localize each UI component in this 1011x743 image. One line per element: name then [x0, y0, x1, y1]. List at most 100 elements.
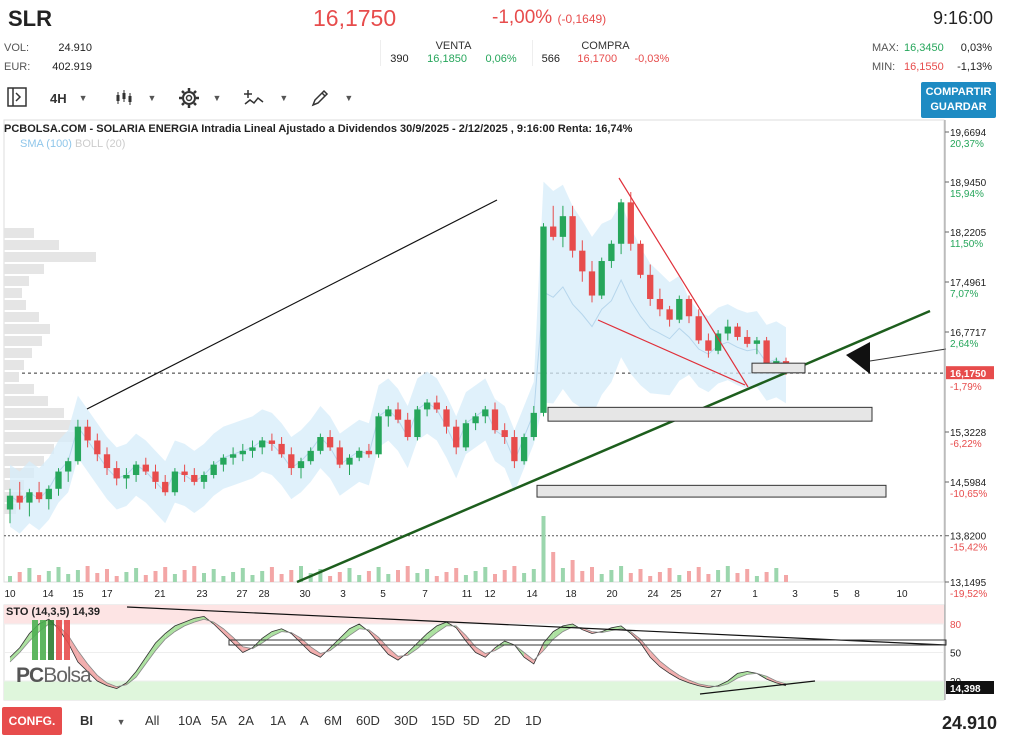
- euro-stat: EUR: 402.919: [4, 61, 92, 73]
- volume-bar: [366, 571, 371, 582]
- volume-bar: [483, 567, 488, 582]
- candle-body: [550, 226, 557, 237]
- candle: [443, 405, 450, 434]
- candle-body: [414, 409, 421, 438]
- chevron-down-icon: ▼: [116, 717, 126, 727]
- period-60d[interactable]: 60D: [356, 713, 380, 728]
- volume-bar: [473, 571, 478, 582]
- candle-body: [491, 409, 499, 431]
- candle-body: [307, 450, 314, 462]
- candle: [6, 488, 14, 524]
- bi-selector[interactable]: BI ▼: [80, 713, 126, 728]
- candle-body: [482, 409, 489, 417]
- logo-mark-bar: [56, 620, 62, 660]
- volume-bar: [114, 576, 119, 582]
- candle-body: [404, 419, 411, 438]
- candle: [462, 419, 470, 451]
- candle: [356, 447, 363, 462]
- volume-bar: [396, 570, 400, 582]
- candle-body: [162, 481, 169, 493]
- volume-bar: [163, 567, 168, 582]
- period-a[interactable]: A: [300, 713, 309, 728]
- volume-bar: [105, 569, 109, 582]
- volume-bar: [560, 568, 565, 582]
- period-30d[interactable]: 30D: [394, 713, 418, 728]
- candle: [65, 457, 72, 482]
- candle: [530, 405, 537, 441]
- period-all[interactable]: All: [145, 713, 160, 728]
- period-5a[interactable]: 5A: [211, 713, 227, 728]
- interval-selector[interactable]: 4H ▼: [50, 91, 88, 106]
- candle: [559, 205, 567, 248]
- period-5d[interactable]: 5D: [463, 713, 480, 728]
- candle: [734, 323, 741, 341]
- x-tick-label: 3: [340, 589, 346, 600]
- volume-bar: [269, 567, 274, 582]
- candle: [152, 464, 159, 489]
- period-1a[interactable]: 1A: [270, 713, 286, 728]
- chart-type-button[interactable]: ▼: [114, 89, 157, 107]
- y-tick-label: 15,3228: [950, 428, 987, 439]
- sto-fill: [107, 682, 117, 689]
- candle-body: [443, 409, 450, 427]
- drawing-tools-button[interactable]: ▼: [310, 88, 353, 108]
- candle: [472, 412, 479, 431]
- candle-body: [191, 474, 198, 482]
- boll-legend[interactable]: BOLL (20): [75, 138, 126, 150]
- sell-price: 16,1850: [427, 53, 467, 65]
- period-2d[interactable]: 2D: [494, 713, 511, 728]
- volume-bar: [250, 575, 255, 582]
- volume-bar: [299, 566, 303, 582]
- candle-body: [520, 437, 528, 462]
- sto-fill: [407, 643, 418, 656]
- volume-bar: [386, 574, 391, 582]
- buy-pct: -0,03%: [634, 53, 670, 65]
- last-price-label: 16,1750: [950, 369, 987, 380]
- volume-bar: [745, 569, 750, 582]
- volume-bar: [667, 568, 672, 582]
- candle: [588, 261, 596, 303]
- settings-button[interactable]: ▼: [178, 87, 221, 109]
- period-2a[interactable]: 2A: [238, 713, 254, 728]
- volume-bar: [8, 576, 12, 582]
- volume-bar: [66, 574, 71, 582]
- sto-fill: [582, 627, 592, 634]
- volume-bar: [56, 567, 61, 582]
- x-tick-label: 30: [299, 589, 311, 600]
- x-tick-label: 1: [752, 589, 758, 600]
- candle: [579, 240, 586, 282]
- share-save-button[interactable]: COMPARTIR GUARDAR: [921, 82, 996, 118]
- sto-k-line: [9, 615, 787, 690]
- volume-bar: [677, 575, 682, 582]
- indicators-button[interactable]: ▼: [243, 88, 288, 108]
- candle: [637, 240, 644, 279]
- volume-bar: [570, 560, 575, 582]
- candle: [685, 295, 693, 324]
- y-tick-label: 19,6694: [950, 128, 987, 139]
- candle: [365, 443, 373, 458]
- last-price-pct: -1,79%: [950, 382, 982, 393]
- sto-tick-label: 50: [950, 649, 962, 660]
- logo-mark-bar: [32, 620, 38, 660]
- config-button[interactable]: CONFG.: [2, 707, 62, 735]
- chevron-down-icon: ▼: [147, 93, 157, 103]
- sma-legend[interactable]: SMA (100): [20, 138, 72, 150]
- period-15d[interactable]: 15D: [431, 713, 455, 728]
- candle: [307, 447, 314, 465]
- y-tick-label: 14,5984: [950, 478, 987, 489]
- candle-body: [6, 495, 14, 510]
- candle: [210, 461, 217, 479]
- sto-fill: [640, 639, 651, 658]
- volume-profile-bar: [4, 240, 59, 250]
- volume-bar: [648, 576, 653, 582]
- period-6m[interactable]: 6M: [324, 713, 343, 728]
- candle-body: [501, 430, 508, 438]
- candle-body: [94, 440, 101, 455]
- period-1d[interactable]: 1D: [525, 713, 542, 728]
- candle: [753, 336, 761, 355]
- period-10a[interactable]: 10A: [178, 713, 202, 728]
- sidebar-toggle-icon[interactable]: [6, 86, 28, 111]
- volume-bar: [337, 572, 342, 582]
- sell-label: VENTA: [435, 40, 472, 52]
